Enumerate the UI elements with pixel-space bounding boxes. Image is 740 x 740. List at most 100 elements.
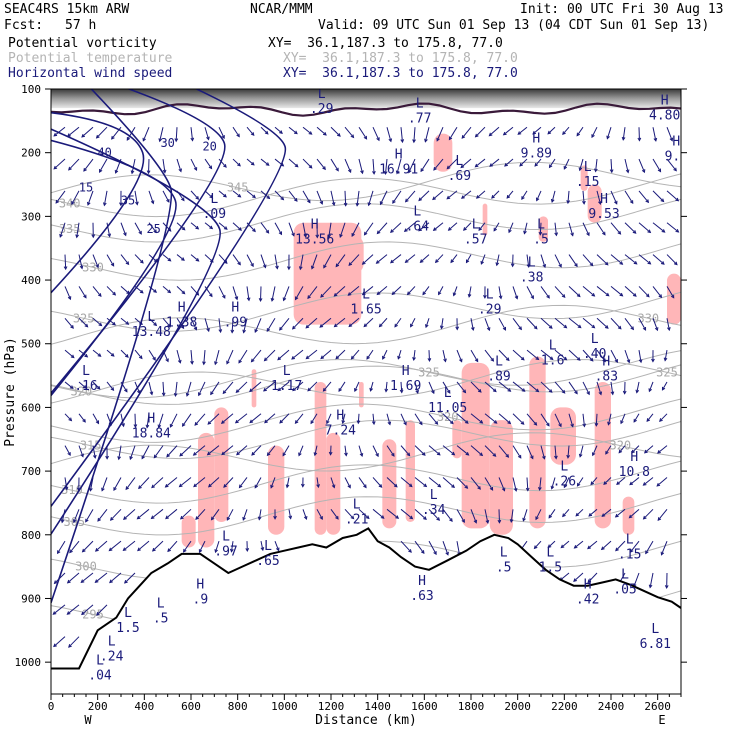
extremum-value: 1.6	[541, 353, 564, 368]
wind-vector	[302, 222, 307, 237]
wind-vector	[176, 349, 181, 363]
wind-vector-head	[436, 137, 440, 142]
wind-vector-head	[195, 225, 200, 230]
wind-vector	[386, 508, 399, 519]
wind-vector-head	[279, 326, 283, 331]
wind-vector-head	[150, 515, 155, 520]
wind-vector-head	[221, 135, 225, 140]
wind-vector	[438, 286, 444, 295]
wind-vector	[246, 254, 254, 267]
wind-vector-head	[548, 514, 553, 519]
wind-vector	[610, 159, 613, 173]
wind-vector	[277, 349, 290, 361]
theta-contour	[51, 241, 681, 281]
wind-vector-head	[250, 132, 255, 136]
wind-vector-head	[643, 449, 648, 454]
wind-vector-head	[237, 261, 241, 266]
wind-vector	[263, 381, 276, 392]
wind-vector	[282, 445, 290, 456]
wind-vector	[559, 572, 570, 581]
wind-vector	[587, 572, 598, 583]
wind-vector	[652, 190, 664, 202]
wind-vector	[512, 477, 517, 492]
wind-vector-head	[192, 452, 197, 456]
wind-vector	[204, 286, 213, 297]
wind-vector-head	[661, 386, 666, 391]
wind-vector	[165, 477, 178, 488]
wind-vector	[484, 477, 494, 491]
extremum-value: 18.84	[132, 427, 171, 442]
extremum-value: .29	[310, 102, 333, 117]
wind-vector-head	[266, 452, 271, 457]
wind-vector-head	[282, 452, 286, 457]
wind-vector-head	[433, 551, 437, 556]
wind-vector-head	[490, 357, 495, 362]
wind-vector-head	[129, 456, 133, 461]
wind-vector-head	[221, 451, 226, 456]
wind-vector	[568, 254, 578, 267]
x-tick-label: 2200	[551, 700, 578, 713]
wind-vector	[456, 541, 461, 556]
wind-vector	[386, 477, 398, 488]
wind-vector-head	[449, 420, 454, 425]
wind-vector-head	[533, 421, 538, 426]
wind-vector	[610, 349, 618, 363]
wind-vector-head	[578, 453, 583, 458]
wind-vector	[386, 413, 391, 425]
wind-vector-head	[562, 513, 566, 518]
wind-vector	[232, 158, 241, 167]
wind-vector	[582, 190, 585, 204]
wind-isotach-label: 35	[121, 193, 135, 207]
extremum-value: 6.81	[640, 637, 671, 652]
wind-vector	[344, 190, 347, 206]
wind-vector-head	[291, 325, 296, 330]
wind-vector-head	[63, 266, 68, 271]
wind-vector	[512, 381, 526, 392]
wind-vector-head	[617, 230, 622, 235]
wind-vector-head	[434, 259, 439, 264]
wind-vector	[638, 254, 651, 265]
wind-vector-head	[79, 265, 84, 270]
wind-vector	[408, 158, 416, 173]
wind-vector-head	[474, 358, 479, 363]
extremum-value: .5	[496, 560, 512, 575]
wind-vector	[519, 158, 528, 167]
wind-vector-head	[210, 391, 214, 396]
extremum-type: L	[222, 530, 230, 545]
wind-vector	[526, 286, 534, 299]
extremum-type: H	[336, 409, 344, 424]
wind-vector	[260, 254, 266, 268]
wind-vector	[400, 413, 407, 425]
wind-vector-head	[638, 359, 643, 364]
wind-vector-head	[561, 389, 566, 394]
extremum-type: H	[672, 135, 680, 150]
extremum-value: .9	[193, 592, 209, 607]
wind-vector-head	[406, 291, 411, 296]
wind-vector-head	[125, 354, 129, 358]
wind-vector	[470, 349, 479, 362]
extremum-type: L	[147, 310, 155, 325]
wind-vector	[582, 349, 594, 362]
wind-vector-head	[538, 486, 542, 491]
wind-vector	[526, 349, 539, 360]
legend-theta-xy: XY= 36.1,187.3 to 175.8, 77.0	[283, 51, 518, 66]
wind-vector-head	[513, 487, 518, 492]
wind-vector	[199, 540, 206, 553]
wind-vector-head	[570, 232, 574, 237]
extremum-type: L	[416, 96, 424, 111]
extremum-value: 9.89	[521, 147, 552, 162]
wind-vector-head	[383, 171, 388, 176]
wind-vector-head	[235, 389, 240, 394]
wind-vector	[89, 477, 94, 491]
wind-vector-head	[550, 198, 555, 203]
wind-vector	[134, 286, 144, 294]
wind-vector	[319, 317, 332, 328]
wind-vector-head	[657, 517, 662, 521]
wind-vector	[342, 413, 346, 424]
wind-vector	[536, 190, 542, 201]
wind-vector	[97, 509, 108, 522]
wind-vector	[512, 445, 522, 459]
wind-vector-head	[461, 135, 466, 139]
wind-vector-head	[257, 516, 262, 521]
wind-vector	[235, 413, 248, 424]
